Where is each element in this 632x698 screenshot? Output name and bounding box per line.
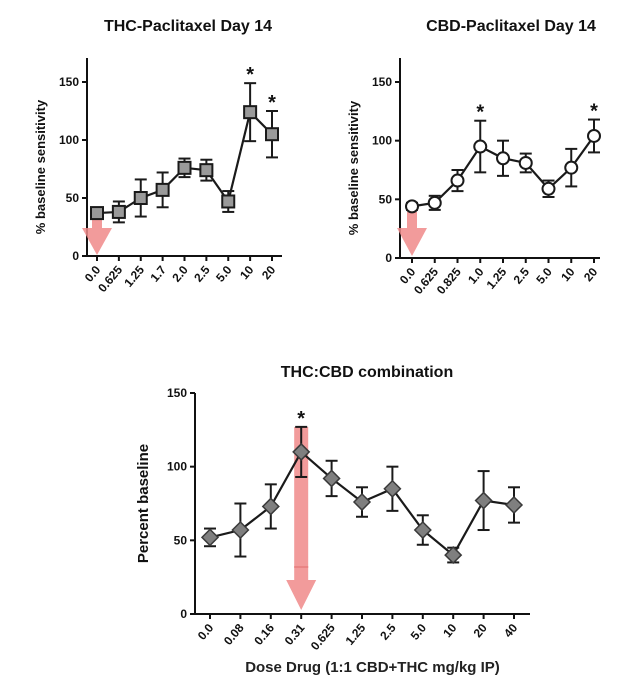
combo-x-tick-label: 2.5 <box>377 621 399 643</box>
thc-x-tick-label: 10 <box>237 263 257 282</box>
thc-y-tick-label: 150 <box>59 75 79 89</box>
cbd-x-tick-label: 5.0 <box>533 265 555 287</box>
cbd-y-tick-label: 100 <box>372 134 392 148</box>
thc-data-point <box>199 163 214 178</box>
thc-x-tick-label: 1.7 <box>147 263 169 285</box>
cbd-data-point <box>587 128 601 143</box>
cbd-data-point <box>473 139 488 154</box>
combo-data-point <box>413 520 432 540</box>
combo-x-tick-label: 40 <box>501 621 521 640</box>
cbd-y-tick-label: 0 <box>385 251 392 265</box>
cbd-x-tick-label: 20 <box>581 265 601 284</box>
combo-x-tick-label: 5.0 <box>408 621 430 643</box>
cbd-significance-star: * <box>476 102 484 124</box>
thc-significance-star: * <box>268 92 276 114</box>
thc-data-point <box>155 182 170 197</box>
cbd-title: CBD-Paclitaxel Day 14 <box>426 18 596 35</box>
combo-arrow-stem <box>294 427 309 580</box>
combo-data-point <box>504 495 524 515</box>
cbd-data-point <box>564 160 579 175</box>
combo-x-tick-label: 0.625 <box>308 621 338 653</box>
thc-chart: THC-Paclitaxel Day 14 % baseline sensitiv… <box>33 18 282 295</box>
cbd-arrow <box>397 212 427 256</box>
thc-data-point <box>133 191 148 205</box>
cbd-data-point <box>518 155 533 170</box>
cbd-arrow-stem <box>407 212 417 228</box>
combo-data-point <box>383 479 402 498</box>
thc-x-tick-label: 20 <box>259 263 279 282</box>
combo-arrow-head <box>286 580 317 610</box>
thc-data-point <box>177 160 192 175</box>
cbd-data-point <box>450 173 465 188</box>
combo-x-tick-label: 10 <box>440 621 460 640</box>
combo-x-tick-label: 0.0 <box>195 621 217 643</box>
cbd-x-tick-label: 0.825 <box>434 265 464 297</box>
cbd-data-point <box>541 181 556 196</box>
cbd-y-axis-label: % baseline sensitivity <box>346 100 361 235</box>
cbd-x-tick-label: 10 <box>558 265 578 284</box>
thc-data-point <box>111 204 126 219</box>
thc-y-tick-label: 0 <box>72 249 79 263</box>
cbd-y-tick-label: 50 <box>379 192 393 206</box>
thc-y-tick-label: 50 <box>66 191 80 205</box>
combo-y-tick-label: 100 <box>167 460 187 474</box>
thc-x-tick-label: 1.25 <box>121 263 147 290</box>
cbd-significance-star: * <box>590 101 598 123</box>
combo-x-tick-label: 0.31 <box>282 621 308 648</box>
combo-title: THC:CBD combination <box>281 364 453 381</box>
combo-x-tick-label: 0.16 <box>251 621 277 648</box>
thc-data-point <box>265 127 279 142</box>
combo-data-point <box>231 520 250 540</box>
thc-data-point <box>243 105 258 120</box>
thc-data-point <box>90 206 104 221</box>
combo-chart: THC:CBD combination Percent baseline 0 50 10… <box>135 364 530 676</box>
combo-y-tick-label: 0 <box>180 607 187 621</box>
thc-data-point <box>221 194 236 209</box>
combo-data-point <box>292 442 311 461</box>
thc-x-tick-label: 5.0 <box>213 263 235 285</box>
thc-y-axis-label: % baseline sensitivity <box>33 99 48 234</box>
combo-x-tick-label: 1.25 <box>343 621 369 648</box>
cbd-data-point <box>496 151 510 166</box>
cbd-y-tick-label: 150 <box>372 75 392 89</box>
thc-x-tick-label: 0.625 <box>95 263 125 295</box>
combo-x-tick-label: 20 <box>471 621 491 640</box>
combo-arrow <box>286 427 317 610</box>
combo-x-tick-label: 0.08 <box>221 621 247 648</box>
thc-title: THC-Paclitaxel Day 14 <box>104 18 272 35</box>
cbd-x-tick-label: 0.625 <box>411 265 441 297</box>
cbd-data-point <box>427 195 442 210</box>
combo-y-tick-label: 150 <box>167 386 187 400</box>
combo-data-point <box>200 528 220 547</box>
combo-y-tick-label: 50 <box>174 533 188 547</box>
cbd-x-tick-label: 2.5 <box>511 265 533 287</box>
combo-data-point <box>261 497 280 516</box>
thc-x-tick-label: 2.0 <box>169 263 191 285</box>
thc-y-tick-label: 100 <box>59 133 79 147</box>
combo-data-point <box>352 492 372 512</box>
cbd-data-point <box>405 199 419 214</box>
combo-significance-star: * <box>297 408 305 430</box>
combo-y-axis-label: Percent baseline <box>135 444 152 563</box>
combo-x-axis-label: Dose Drug (1:1 CBD+THC mg/kg IP) <box>245 659 500 676</box>
thc-x-tick-label: 2.5 <box>191 263 213 285</box>
cbd-chart: CBD-Paclitaxel Day 14 % baseline sensitiv… <box>346 18 601 297</box>
thc-significance-star: * <box>246 64 254 86</box>
combo-data-point <box>474 491 493 510</box>
cbd-x-tick-label: 1.25 <box>484 265 510 292</box>
cbd-arrow-head <box>397 228 427 256</box>
combo-data-point <box>444 546 463 565</box>
thc-arrow-head <box>82 228 112 255</box>
combo-data-point <box>322 469 341 488</box>
